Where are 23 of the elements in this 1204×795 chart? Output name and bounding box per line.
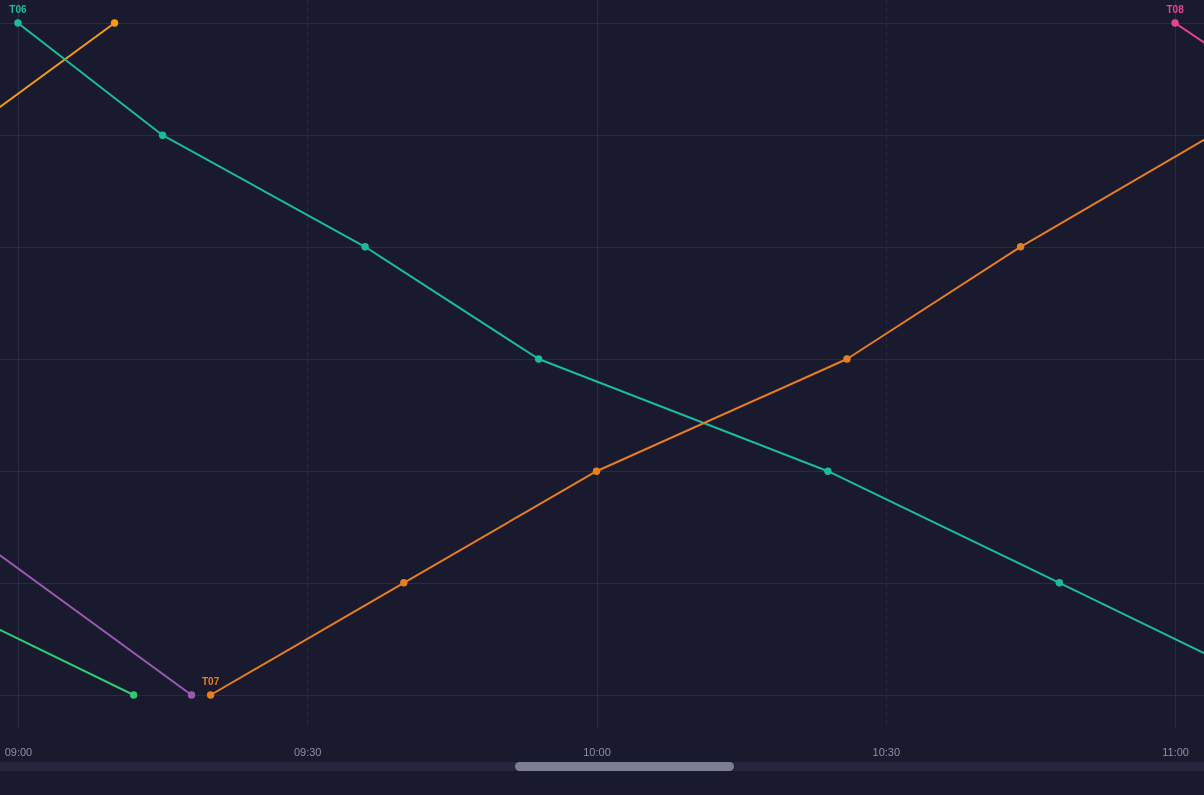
x-tick-label: 10:00 (583, 745, 611, 758)
x-tick-label: 09:30 (293, 745, 322, 758)
point (1016, 243, 1025, 251)
point (14, 19, 22, 27)
x-tick-label: 10:30 (872, 745, 901, 758)
x-tick-label: 09:00 (4, 745, 33, 758)
point (158, 131, 167, 139)
point (1171, 19, 1179, 27)
series-label: T07 (201, 676, 220, 687)
point (1055, 579, 1064, 587)
point (824, 467, 832, 475)
series-label: T08 (1166, 4, 1185, 15)
point (206, 691, 215, 699)
point (361, 243, 369, 251)
point (400, 579, 408, 587)
point (129, 691, 138, 699)
x-tick-label: 11:00 (1162, 745, 1189, 758)
point (843, 355, 851, 363)
point (592, 467, 601, 475)
point (534, 355, 543, 363)
point (187, 691, 196, 699)
point (110, 19, 119, 27)
series-label: T06 (9, 4, 27, 15)
